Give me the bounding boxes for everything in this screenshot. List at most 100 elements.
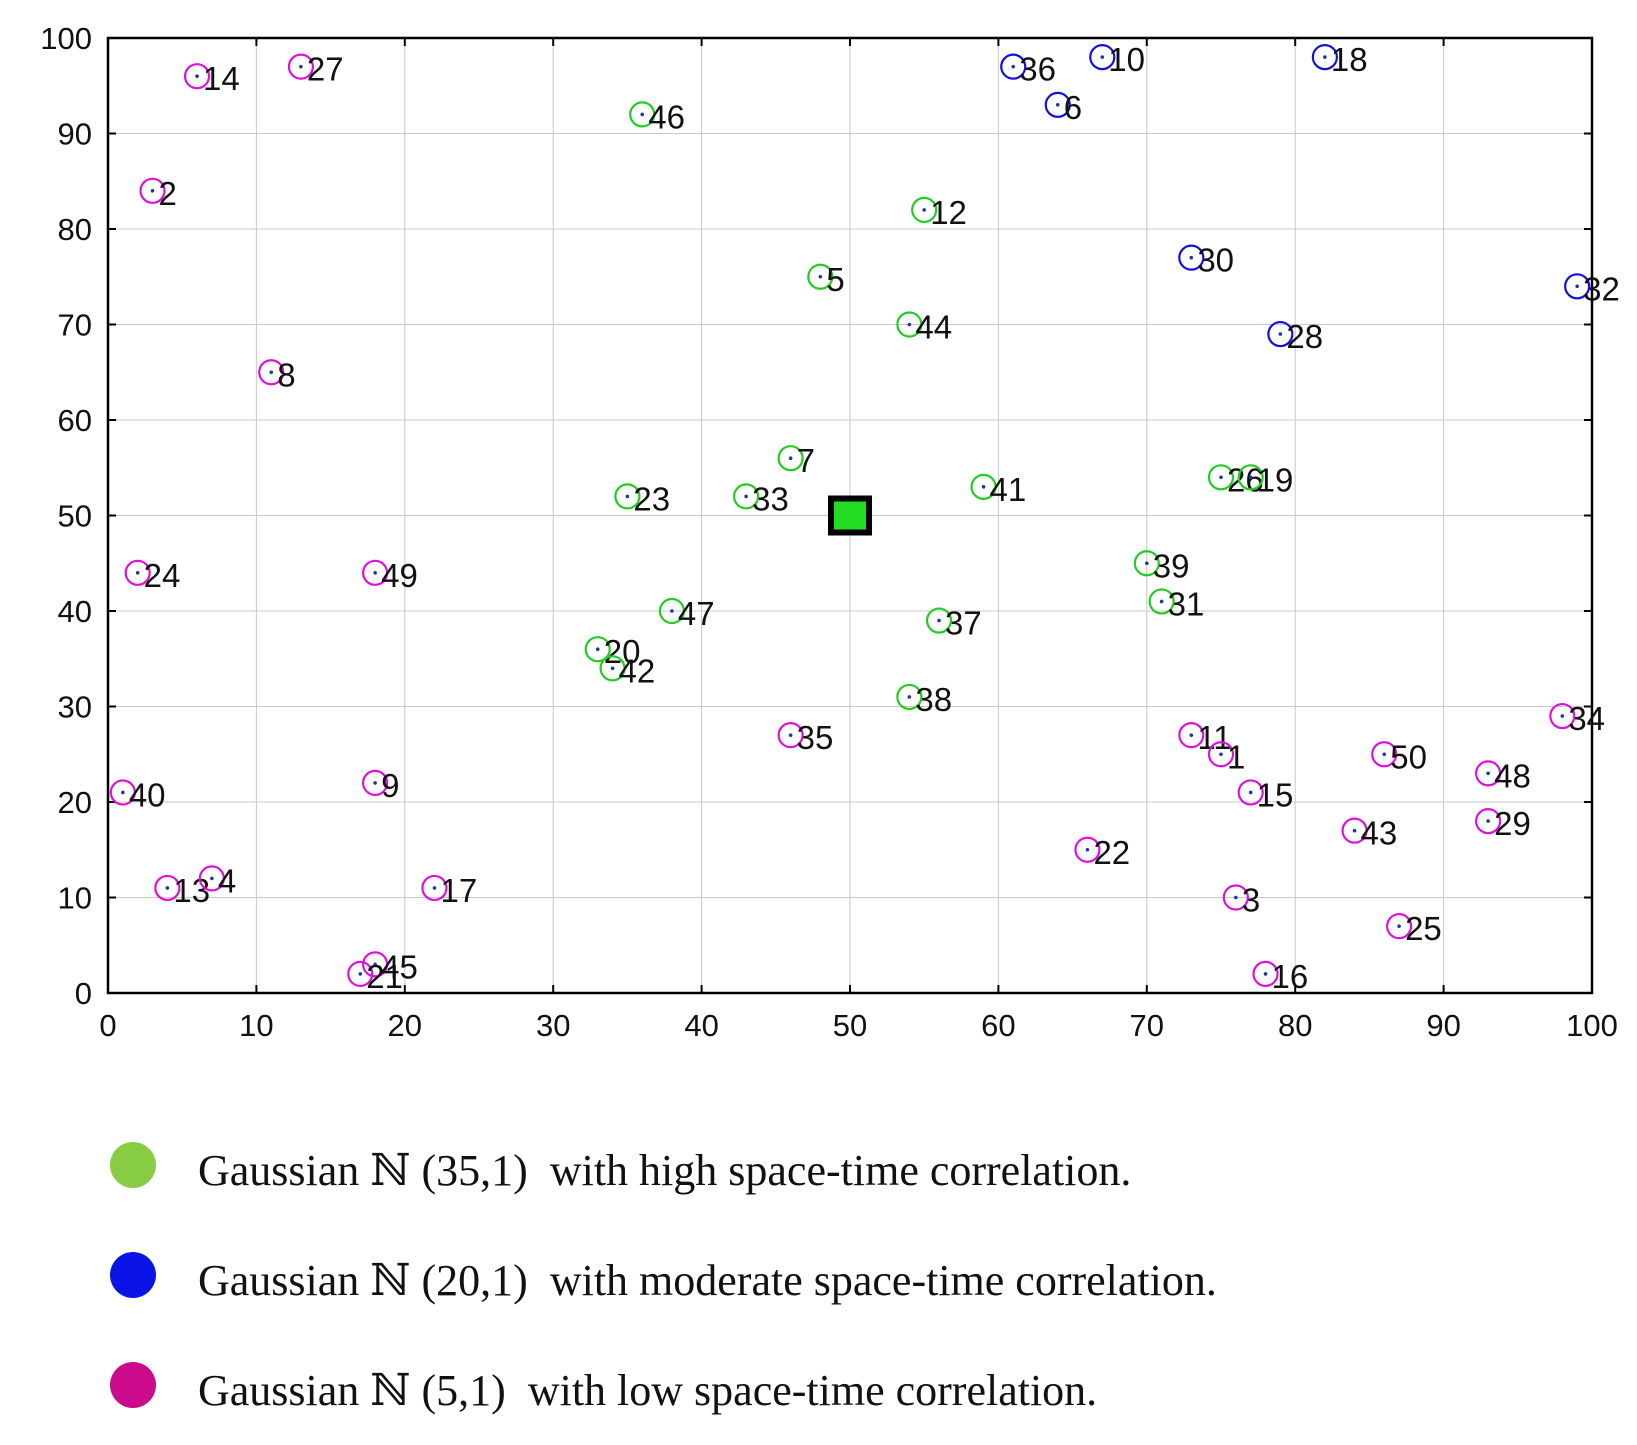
point-center [922,208,926,212]
point-moderate-32: 32 [1564,270,1620,307]
point-marker [911,196,938,223]
point-label: 30 [1197,242,1234,279]
point-label: 50 [1390,738,1427,775]
point-low-16: 16 [1252,958,1309,995]
point-center [432,886,437,890]
point-label: 16 [1272,958,1309,995]
point-center [1055,103,1060,107]
point-low-35: 35 [777,719,833,756]
point-marker [362,951,389,978]
point-low-14: 14 [183,60,240,97]
point-marker [1564,273,1591,300]
point-marker [1178,244,1205,271]
point-label: 36 [1019,51,1056,88]
point-marker [154,874,181,902]
point-label: 9 [381,767,399,804]
point-label: 37 [945,605,982,642]
point-moderate-36: 36 [1000,51,1056,88]
point-moderate-10: 10 [1089,41,1145,78]
point-center [210,876,214,881]
point-center [1219,475,1223,480]
x-tick-label: 70 [1130,1008,1164,1043]
point-low-34: 34 [1549,700,1605,737]
point-low-49: 49 [362,557,418,594]
point-marker [614,483,641,510]
point-low-15: 15 [1237,776,1294,813]
point-moderate-30: 30 [1178,242,1234,279]
point-label: 15 [1257,776,1294,813]
point-marker [1222,884,1249,911]
axis-ticks: 0 10 20 30 40 50 60 70 80 90 100 0 10 20 30 40 50 60 70 80 9… [40,21,1618,1043]
point-label: 21 [366,958,403,995]
point-high-20: 20 [584,633,640,670]
point-low-8: 8 [258,356,296,393]
point-marker [777,445,804,472]
point-center [818,274,823,279]
x-tick-label: 10 [239,1008,273,1043]
point-center [358,972,363,976]
point-center [165,886,170,890]
point-label: 8 [277,356,295,393]
point-marker [287,53,315,80]
point-marker [1000,53,1027,80]
point-marker [1252,960,1279,988]
point-low-13: 13 [154,872,210,909]
legend-item-high: Gaussian ℕ (35,1) with high space-time c… [110,1115,1217,1225]
x-tick-label: 50 [833,1008,867,1043]
point-marker [1341,817,1368,844]
x-tick-label: 60 [981,1008,1015,1043]
point-marker [1148,588,1175,615]
point-marker [733,483,760,510]
point-marker [807,263,834,290]
x-tick-label: 80 [1278,1008,1312,1043]
point-label: 23 [633,480,670,517]
point-low-3: 3 [1222,882,1260,919]
point-marker [1549,702,1576,730]
point-center [640,112,645,117]
scatter-plot: 0 10 20 30 40 50 60 70 80 90 100 0 10 20 30 40 50 60 70 80 9… [40,21,1620,1043]
point-marker [777,722,804,749]
point-marker [1207,464,1235,491]
point-center [1011,64,1016,69]
point-center [1248,790,1253,795]
point-marker [1237,464,1264,491]
point-low-9: 9 [362,767,399,804]
point-low-29: 29 [1475,805,1531,842]
point-center [1189,255,1194,260]
point-marker [1089,43,1116,71]
point-marker [124,559,151,586]
point-center [907,322,912,327]
point-low-48: 48 [1475,757,1531,794]
sink-node [828,495,872,536]
x-tick-label: 0 [99,1008,116,1043]
point-high-42: 42 [599,652,655,689]
point-center [1397,924,1401,928]
point-high-33: 33 [733,480,789,517]
point-label: 27 [307,51,344,88]
point-marker [925,607,953,634]
x-tick-label: 20 [388,1008,422,1043]
point-marker [1385,913,1413,940]
point-low-2: 2 [139,175,177,212]
point-marker [896,311,923,338]
point-label: 32 [1583,270,1620,307]
point-label: 3 [1242,882,1260,919]
y-tick-label: 20 [58,785,92,820]
point-label: 46 [648,98,685,135]
y-tick-label: 80 [58,212,92,247]
point-marker [1207,741,1235,768]
y-tick-label: 90 [58,117,92,152]
point-center [937,618,941,623]
point-center [135,571,140,575]
point-center [670,609,674,613]
point-label: 10 [1108,41,1145,78]
point-low-1: 1 [1207,738,1245,775]
point-high-39: 39 [1133,547,1190,584]
point-marker [198,865,225,892]
point-center [1085,847,1090,852]
point-center [1263,972,1268,976]
point-center [1219,752,1223,757]
point-low-27: 27 [287,51,344,88]
point-center [150,189,155,193]
point-high-38: 38 [896,681,952,718]
